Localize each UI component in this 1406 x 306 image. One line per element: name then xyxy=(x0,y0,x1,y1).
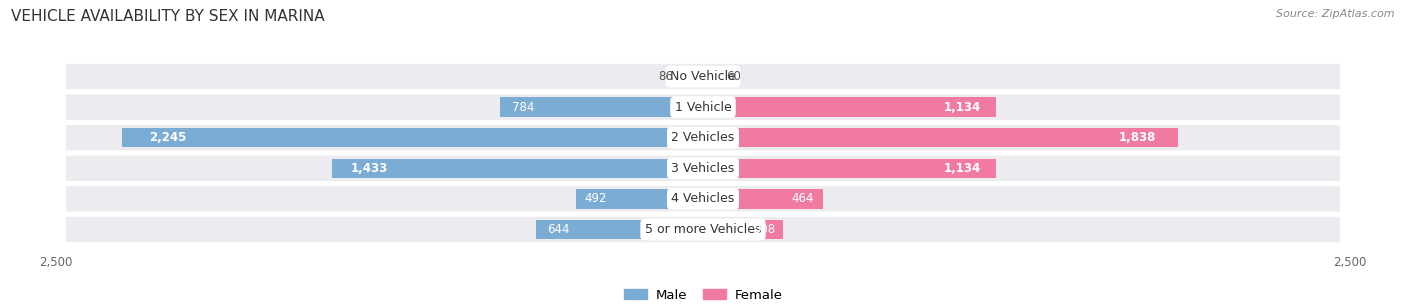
Bar xyxy=(703,189,823,209)
Bar xyxy=(703,220,783,239)
Text: 1,433: 1,433 xyxy=(352,162,388,175)
Text: 1,838: 1,838 xyxy=(1118,131,1156,144)
Legend: Male, Female: Male, Female xyxy=(619,283,787,306)
FancyBboxPatch shape xyxy=(66,155,1340,181)
Text: 492: 492 xyxy=(585,192,607,205)
FancyBboxPatch shape xyxy=(66,125,1340,150)
FancyBboxPatch shape xyxy=(66,186,1340,212)
Bar xyxy=(703,159,997,178)
Text: 308: 308 xyxy=(754,223,776,236)
Text: 4 Vehicles: 4 Vehicles xyxy=(672,192,734,205)
Text: 2,245: 2,245 xyxy=(149,131,187,144)
FancyBboxPatch shape xyxy=(66,94,1340,120)
Text: 1,134: 1,134 xyxy=(943,101,981,114)
Text: VEHICLE AVAILABILITY BY SEX IN MARINA: VEHICLE AVAILABILITY BY SEX IN MARINA xyxy=(11,9,325,24)
Text: 784: 784 xyxy=(512,101,534,114)
Text: 644: 644 xyxy=(547,223,569,236)
Bar xyxy=(575,189,703,209)
Bar xyxy=(501,97,703,117)
Bar xyxy=(537,220,703,239)
Bar xyxy=(703,67,718,86)
Text: Source: ZipAtlas.com: Source: ZipAtlas.com xyxy=(1277,9,1395,19)
Text: 60: 60 xyxy=(727,70,741,83)
Bar xyxy=(703,97,997,117)
Text: 2 Vehicles: 2 Vehicles xyxy=(672,131,734,144)
Text: 1 Vehicle: 1 Vehicle xyxy=(675,101,731,114)
Text: 5 or more Vehicles: 5 or more Vehicles xyxy=(645,223,761,236)
Text: No Vehicle: No Vehicle xyxy=(671,70,735,83)
FancyBboxPatch shape xyxy=(66,217,1340,242)
Bar xyxy=(332,159,703,178)
Bar xyxy=(122,128,703,147)
Text: 3 Vehicles: 3 Vehicles xyxy=(672,162,734,175)
Text: 86: 86 xyxy=(658,70,673,83)
Text: 464: 464 xyxy=(792,192,814,205)
Bar xyxy=(681,67,703,86)
Text: 1,134: 1,134 xyxy=(943,162,981,175)
Bar xyxy=(703,128,1178,147)
FancyBboxPatch shape xyxy=(66,64,1340,89)
